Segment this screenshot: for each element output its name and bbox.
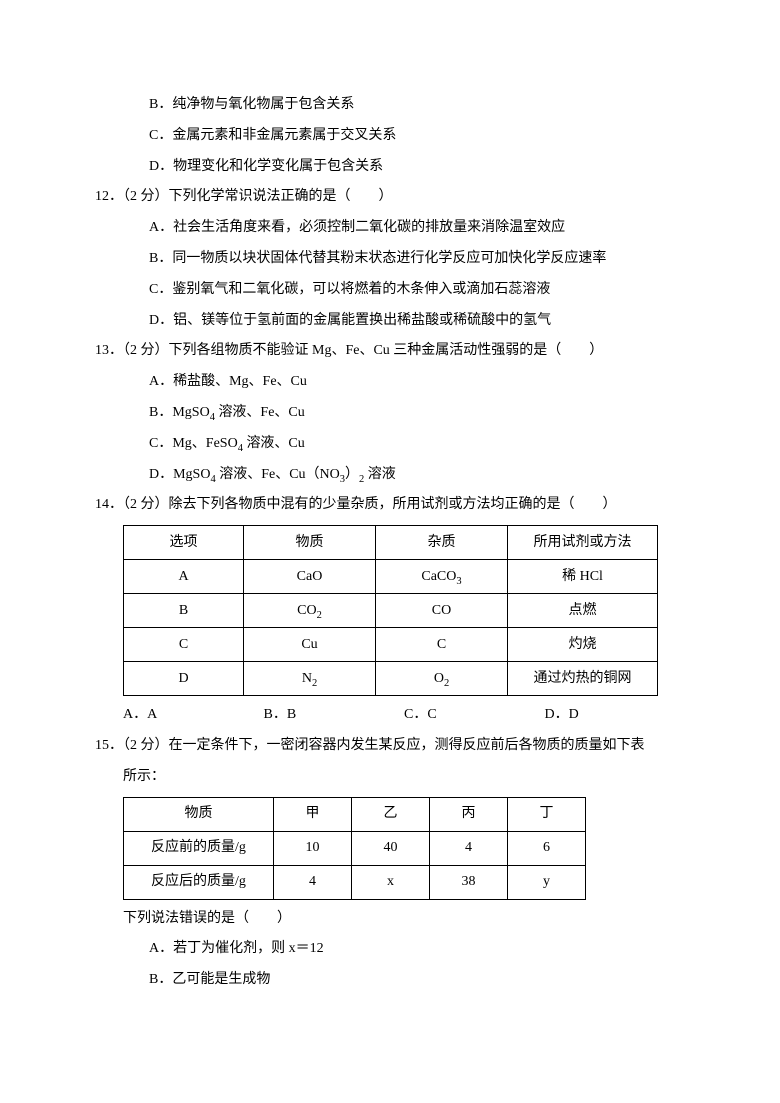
q14-option-c: C．C — [404, 700, 545, 731]
q15-table: 物质 甲 乙 丙 丁 反应前的质量/g 10 40 4 6 反应后的质量/g 4… — [123, 797, 586, 900]
q14-h3: 杂质 — [376, 526, 508, 560]
q11-option-d: D．物理变化和化学变化属于包含关系 — [95, 152, 685, 183]
q14-table: 选项 物质 杂质 所用试剂或方法 A CaO CaCO3 稀 HCl B CO2… — [123, 525, 658, 696]
table-row: C Cu C 灼烧 — [124, 628, 658, 662]
q14-h1: 选项 — [124, 526, 244, 560]
q12-option-d: D．铝、镁等位于氢前面的金属能置换出稀盐酸或稀硫酸中的氢气 — [95, 306, 685, 337]
q12-option-b: B．同一物质以块状固体代替其粉末状态进行化学反应可加快化学反应速率 — [95, 244, 685, 275]
q12-stem: 12．（2 分）下列化学常识说法正确的是（ ） — [95, 182, 685, 213]
q15-stem2: 所示： — [95, 762, 685, 793]
q15-option-a: A．若丁为催化剂，则 x＝12 — [95, 934, 685, 965]
q14-options: A．A B．B C．C D．D — [95, 700, 685, 731]
q12-option-c: C．鉴别氧气和二氧化碳，可以将燃着的木条伸入或滴加石蕊溶液 — [95, 275, 685, 306]
table-row: D N2 O2 通过灼热的铜网 — [124, 662, 658, 696]
table-row: 选项 物质 杂质 所用试剂或方法 — [124, 526, 658, 560]
q13-option-b: B．MgSO4 溶液、Fe、Cu — [95, 398, 685, 429]
q13-option-d: D．MgSO4 溶液、Fe、Cu（NO3）2 溶液 — [95, 460, 685, 491]
q14-h2: 物质 — [244, 526, 376, 560]
q13-stem: 13．（2 分）下列各组物质不能验证 Mg、Fe、Cu 三种金属活动性强弱的是（… — [95, 336, 685, 367]
q14-h4: 所用试剂或方法 — [508, 526, 658, 560]
table-row: 反应前的质量/g 10 40 4 6 — [124, 831, 586, 865]
q14-option-a: A．A — [123, 700, 264, 731]
table-row: 反应后的质量/g 4 x 38 y — [124, 865, 586, 899]
q15-stem: 15．（2 分）在一定条件下，一密闭容器内发生某反应，测得反应前后各物质的质量如… — [95, 731, 685, 762]
q14-option-d: D．D — [545, 700, 686, 731]
q14-option-b: B．B — [264, 700, 405, 731]
q12-option-a: A．社会生活角度来看，必须控制二氧化碳的排放量来消除温室效应 — [95, 213, 685, 244]
q13-option-c: C．Mg、FeSO4 溶液、Cu — [95, 429, 685, 460]
table-row: A CaO CaCO3 稀 HCl — [124, 560, 658, 594]
q15-tail: 下列说法错误的是（ ） — [95, 904, 685, 935]
table-row: B CO2 CO 点燃 — [124, 594, 658, 628]
table-row: 物质 甲 乙 丙 丁 — [124, 797, 586, 831]
q11-option-b: B．纯净物与氧化物属于包含关系 — [95, 90, 685, 121]
q14-stem: 14．（2 分）除去下列各物质中混有的少量杂质，所用试剂或方法均正确的是（ ） — [95, 490, 685, 521]
q11-option-c: C．金属元素和非金属元素属于交叉关系 — [95, 121, 685, 152]
q15-option-b: B．乙可能是生成物 — [95, 965, 685, 996]
q13-option-a: A．稀盐酸、Mg、Fe、Cu — [95, 367, 685, 398]
